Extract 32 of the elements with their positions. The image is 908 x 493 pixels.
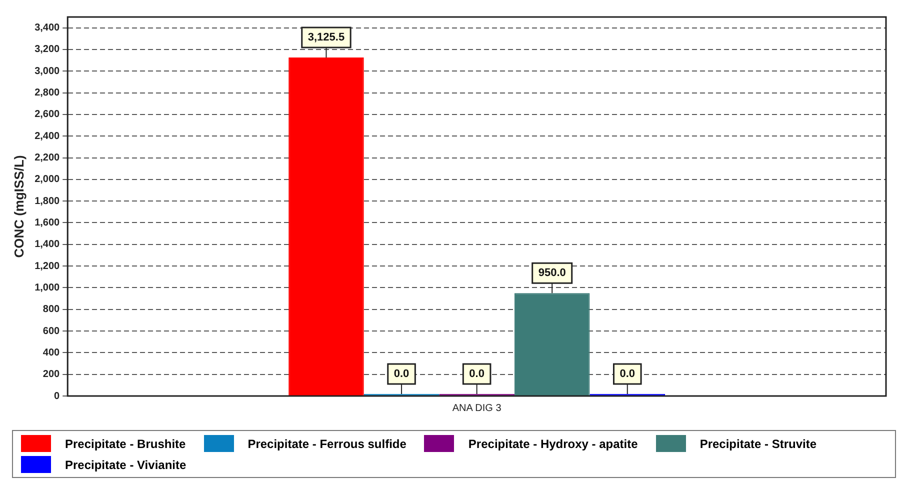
x-tick-label: ANA DIG 3 xyxy=(452,402,502,414)
y-tick-label: 3,200 xyxy=(34,44,60,56)
bar xyxy=(514,293,590,396)
y-tick-label: 2,600 xyxy=(34,109,60,120)
y-tick-label: 1,000 xyxy=(34,282,60,294)
data-label: 950.0 xyxy=(538,267,566,280)
legend-label: Precipitate - Hydroxy - apatite xyxy=(468,436,638,450)
y-tick-label: 3,000 xyxy=(34,66,60,77)
legend-label: Precipitate - Vivianite xyxy=(65,458,186,472)
legend-label: Precipitate - Ferrous sulfide xyxy=(248,436,406,450)
y-tick-label: 400 xyxy=(42,347,60,358)
y-tick-label: 2,400 xyxy=(34,130,60,142)
y-tick-label: 1,600 xyxy=(34,217,60,228)
y-tick-label: 1,800 xyxy=(34,196,60,207)
data-label: 0.0 xyxy=(620,368,636,380)
legend-label: Precipitate - Struvite xyxy=(700,436,817,450)
y-tick-label: 0 xyxy=(54,390,60,402)
y-tick-label: 3,400 xyxy=(34,22,60,34)
y-tick-label: 2,200 xyxy=(34,152,60,164)
y-tick-label: 2,800 xyxy=(34,88,60,99)
y-tick-label: 800 xyxy=(42,304,60,316)
data-label: 3,125.5 xyxy=(308,32,345,44)
data-label: 0.0 xyxy=(394,368,410,380)
legend-label: Precipitate - Brushite xyxy=(65,436,186,450)
y-tick-label: 2,000 xyxy=(34,174,60,186)
y-axis-title: CONC (mgISS/L) xyxy=(11,155,26,258)
bar xyxy=(288,58,364,396)
y-tick-label: 200 xyxy=(42,369,60,380)
y-tick-label: 1,400 xyxy=(34,239,60,250)
y-tick-label: 1,200 xyxy=(34,260,60,272)
y-tick-label: 600 xyxy=(42,326,60,337)
data-label: 0.0 xyxy=(469,368,484,380)
